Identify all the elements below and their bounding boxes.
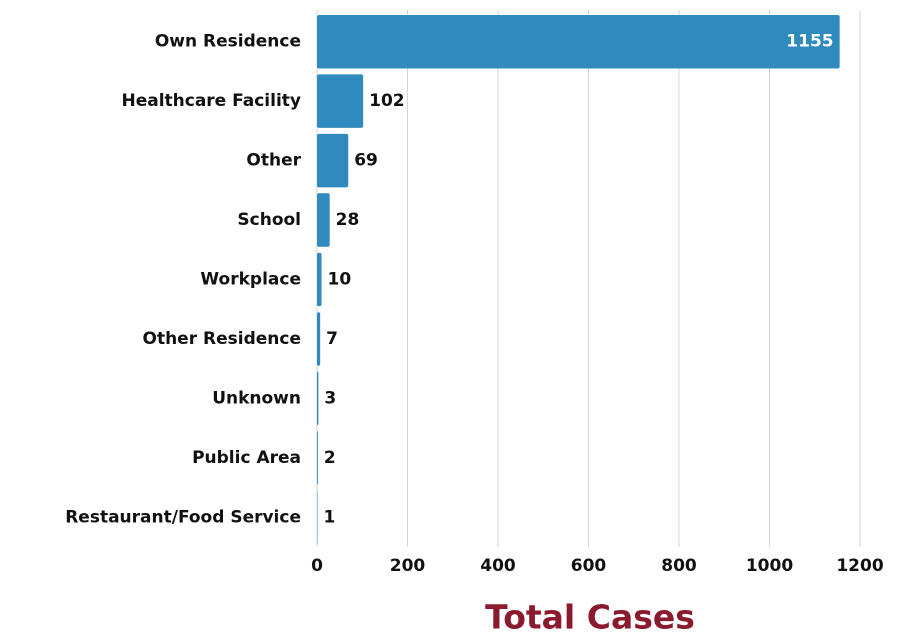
y-tick-label: Workplace [200,270,301,290]
bar [317,74,364,128]
x-axis-label: Total Cases [485,598,695,637]
x-tick-label: 800 [661,556,697,576]
value-label: 1155 [786,32,833,52]
value-label: 102 [369,91,405,111]
y-tick-label: Healthcare Facility [121,91,301,111]
y-tick-label: School [237,210,301,230]
x-tick-label: 1000 [746,556,793,576]
value-label: 2 [324,448,336,468]
value-label: 10 [328,270,352,290]
value-label: 69 [354,151,378,171]
value-label: 3 [324,388,336,408]
y-tick-label: Own Residence [155,32,301,52]
x-tick-label: 600 [571,556,607,576]
x-tick-label: 400 [480,556,516,576]
y-tick-label: Other Residence [143,329,302,349]
value-label: 1 [323,507,335,527]
x-tick-label: 0 [311,556,323,576]
bar [317,193,330,247]
value-label: 28 [336,210,360,230]
x-tick-label: 1200 [836,556,883,576]
bar [317,312,321,366]
value-label: 7 [326,329,338,349]
bar [317,371,319,426]
y-tick-label: Public Area [192,448,301,468]
y-tick-label: Other [246,151,301,171]
y-tick-label: Restaurant/Food Service [65,507,301,527]
x-tick-label: 200 [390,556,426,576]
bar [317,14,840,69]
bar [317,252,322,307]
bar [317,133,349,188]
bar [317,431,318,485]
y-tick-label: Unknown [212,388,301,408]
